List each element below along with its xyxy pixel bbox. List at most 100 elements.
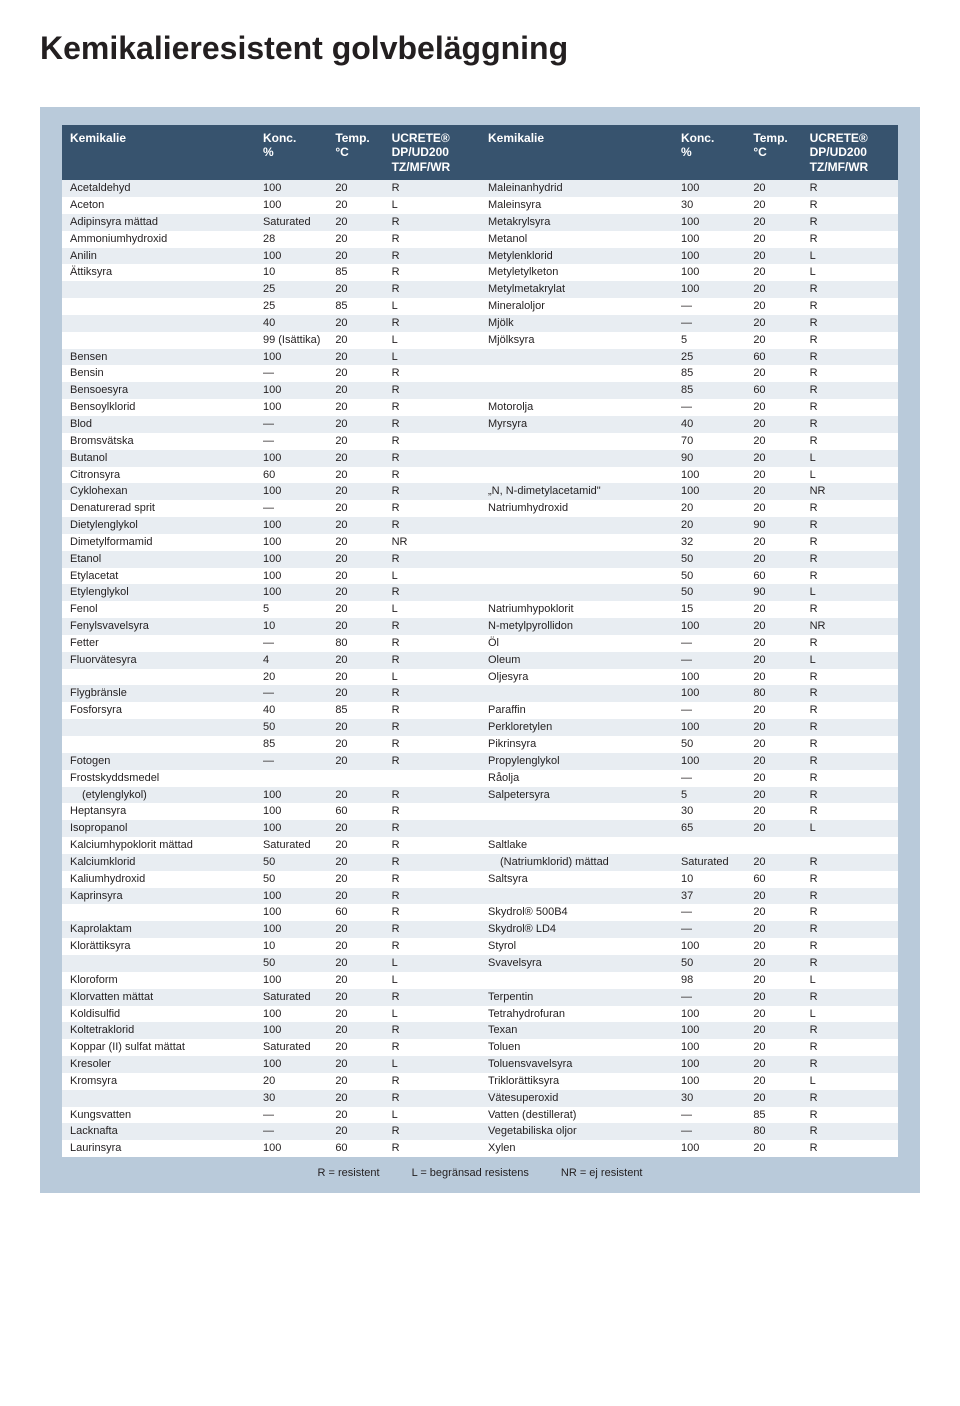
cell-result: R — [392, 366, 472, 381]
cell-result: L — [392, 198, 472, 213]
cell-result: R — [392, 720, 472, 735]
cell-temp: 20 — [753, 636, 809, 651]
cell-name — [488, 350, 681, 365]
cell-konc: 100 — [681, 1057, 753, 1072]
table-row: Isopropanol10020R — [62, 820, 480, 837]
table-row: 3720R — [480, 888, 898, 905]
table-row: Maleinanhydrid10020R — [480, 180, 898, 197]
cell-result: R — [810, 350, 890, 365]
cell-temp: 20 — [335, 788, 391, 803]
table-row: 10060R — [62, 904, 480, 921]
cell-result: R — [810, 535, 890, 550]
cell-result: L — [392, 602, 472, 617]
cell-temp: 20 — [753, 1057, 809, 1072]
table-row: 99 (Isättika)20L — [62, 332, 480, 349]
cell-result: R — [392, 1023, 472, 1038]
cell-name — [70, 282, 263, 297]
cell-name: Etylenglykol — [70, 585, 263, 600]
cell-konc: 4 — [263, 653, 335, 668]
cell-temp: 20 — [753, 232, 809, 247]
cell-result: R — [392, 703, 472, 718]
cell-result: R — [810, 232, 890, 247]
cell-name: Fetter — [70, 636, 263, 651]
cell-name: Toluen — [488, 1040, 681, 1055]
table-row: Kromsyra2020R — [62, 1073, 480, 1090]
cell-temp: 20 — [335, 670, 391, 685]
cell-result: R — [810, 788, 890, 803]
cell-result: R — [810, 1091, 890, 1106]
cell-konc: 25 — [263, 299, 335, 314]
cell-result: R — [810, 518, 890, 533]
table-row: Etylenglykol10020R — [62, 584, 480, 601]
table-row: Skydrol® LD4—20R — [480, 921, 898, 938]
cell-result: R — [810, 333, 890, 348]
cell-name: Dietylenglykol — [70, 518, 263, 533]
cell-result: R — [392, 316, 472, 331]
cell-konc: 100 — [263, 1023, 335, 1038]
cell-result: L — [810, 265, 890, 280]
cell-konc: 50 — [681, 552, 753, 567]
cell-name — [70, 333, 263, 348]
cell-konc: 100 — [263, 484, 335, 499]
cell-name — [488, 889, 681, 904]
cell-temp: 20 — [335, 1023, 391, 1038]
legend: R = resistent L = begränsad resistens NR… — [62, 1167, 898, 1179]
cell-konc: 100 — [681, 181, 753, 196]
cell-temp: 20 — [753, 804, 809, 819]
cell-result: R — [810, 1023, 890, 1038]
table-row: Xylen10020R — [480, 1140, 898, 1157]
cell-temp: 20 — [335, 400, 391, 415]
cell-result: R — [392, 501, 472, 516]
cell-result: L — [810, 821, 890, 836]
table-row: 4020R — [62, 315, 480, 332]
cell-result: R — [810, 956, 890, 971]
cell-result: L — [392, 333, 472, 348]
cell-temp: 20 — [753, 299, 809, 314]
table-row: Råolja—20R — [480, 770, 898, 787]
cell-temp: 20 — [753, 215, 809, 230]
cell-name: Lacknafta — [70, 1124, 263, 1139]
cell-name: Texan — [488, 1023, 681, 1038]
cell-temp: 20 — [753, 552, 809, 567]
cell-result: R — [810, 569, 890, 584]
cell-name: Xylen — [488, 1141, 681, 1156]
cell-konc: — — [681, 400, 753, 415]
cell-konc: 28 — [263, 232, 335, 247]
cell-konc: 100 — [681, 1007, 753, 1022]
cell-temp: 20 — [753, 434, 809, 449]
cell-temp: 20 — [753, 1040, 809, 1055]
cell-result: R — [810, 872, 890, 887]
cell-temp: 20 — [753, 771, 809, 786]
cell-name: (Natriumklorid) mättad — [488, 855, 681, 870]
table-row: Bensoesyra10020R — [62, 382, 480, 399]
table-row: Heptansyra10060R — [62, 803, 480, 820]
cell-temp: 20 — [335, 232, 391, 247]
cell-name: Mjölksyra — [488, 333, 681, 348]
table-row: Styrol10020R — [480, 938, 898, 955]
cell-result — [810, 838, 890, 853]
cell-name: Isopropanol — [70, 821, 263, 836]
cell-temp: 85 — [335, 299, 391, 314]
cell-result: R — [392, 181, 472, 196]
cell-temp: 20 — [335, 585, 391, 600]
cell-temp: 20 — [753, 282, 809, 297]
table-row: Bensin—20R — [62, 365, 480, 382]
table-row: Vätesuperoxid3020R — [480, 1090, 898, 1107]
cell-konc: 98 — [681, 973, 753, 988]
cell-konc: 100 — [681, 232, 753, 247]
table-row: Fotogen—20R — [62, 753, 480, 770]
cell-konc: 10 — [263, 939, 335, 954]
cell-konc: 20 — [263, 1074, 335, 1089]
cell-konc: 20 — [681, 501, 753, 516]
cell-konc: 100 — [263, 400, 335, 415]
cell-result: R — [810, 181, 890, 196]
table-row: Etanol10020R — [62, 551, 480, 568]
cell-temp: 60 — [335, 905, 391, 920]
table-row: Klorättiksyra1020R — [62, 938, 480, 955]
cell-name: Bensoylklorid — [70, 400, 263, 415]
cell-konc: 50 — [263, 855, 335, 870]
cell-konc: 100 — [681, 686, 753, 701]
cell-konc: 100 — [681, 1040, 753, 1055]
cell-konc: 50 — [681, 737, 753, 752]
cell-result: L — [392, 973, 472, 988]
